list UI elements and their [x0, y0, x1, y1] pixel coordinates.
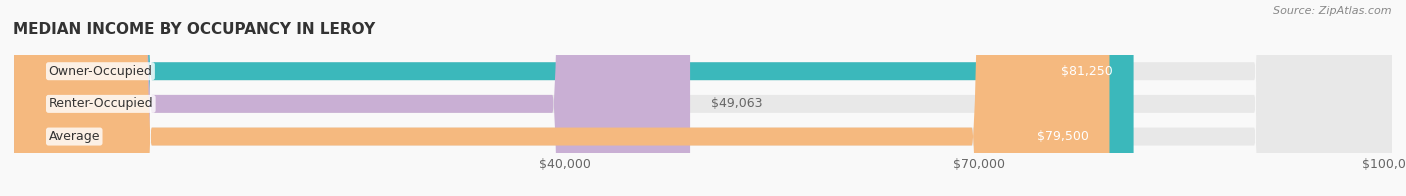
Text: Renter-Occupied: Renter-Occupied — [48, 97, 153, 110]
Text: MEDIAN INCOME BY OCCUPANCY IN LEROY: MEDIAN INCOME BY OCCUPANCY IN LEROY — [13, 22, 375, 37]
FancyBboxPatch shape — [14, 0, 1109, 196]
Text: $49,063: $49,063 — [711, 97, 762, 110]
FancyBboxPatch shape — [14, 0, 1392, 196]
Text: Owner-Occupied: Owner-Occupied — [48, 65, 152, 78]
FancyBboxPatch shape — [14, 0, 1133, 196]
Text: $79,500: $79,500 — [1038, 130, 1088, 143]
Text: $81,250: $81,250 — [1062, 65, 1114, 78]
FancyBboxPatch shape — [14, 0, 690, 196]
FancyBboxPatch shape — [14, 0, 1392, 196]
Text: Average: Average — [48, 130, 100, 143]
Text: Source: ZipAtlas.com: Source: ZipAtlas.com — [1274, 6, 1392, 16]
FancyBboxPatch shape — [14, 0, 1392, 196]
